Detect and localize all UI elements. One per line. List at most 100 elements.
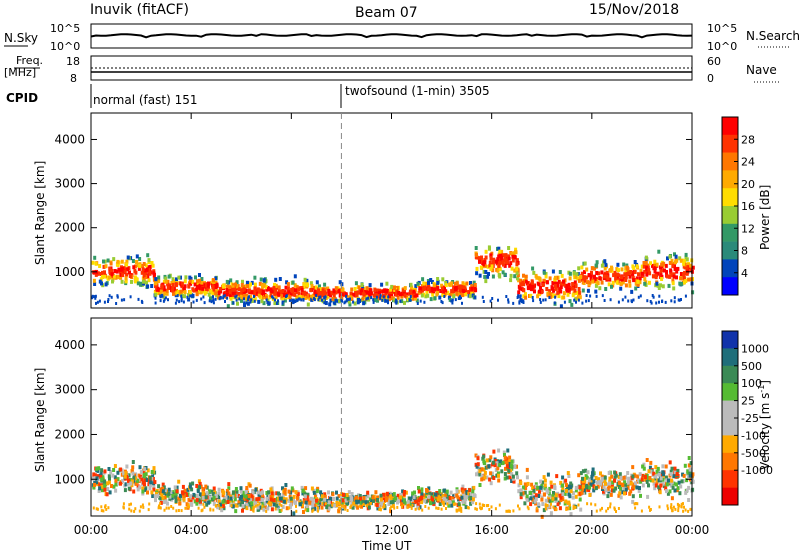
echo-cell xyxy=(642,264,646,269)
echo-cell xyxy=(228,293,232,297)
echo-cell xyxy=(164,493,168,498)
echo-cell xyxy=(131,460,135,464)
echo-cell xyxy=(560,273,564,278)
echo-cell xyxy=(510,251,514,256)
echo-cell xyxy=(417,486,420,490)
echo-cell xyxy=(360,283,364,287)
echo-cell xyxy=(266,301,269,305)
y-tick-label: 3000 xyxy=(54,177,85,191)
echo-cell xyxy=(418,286,422,291)
echo-cell xyxy=(510,266,514,271)
echo-cell xyxy=(264,295,268,300)
echo-cell xyxy=(458,288,462,293)
echo-cell xyxy=(150,470,154,474)
echo-cell xyxy=(662,484,666,489)
echo-cell xyxy=(632,266,636,270)
echo-cell xyxy=(522,299,525,303)
echo-cell xyxy=(480,477,484,482)
echo-cell xyxy=(245,295,249,300)
echo-cell xyxy=(586,470,590,475)
echo-cell xyxy=(337,289,341,294)
echo-cell xyxy=(574,488,578,493)
echo-cell xyxy=(577,503,580,507)
echo-cell xyxy=(509,469,513,474)
echo-cell xyxy=(519,481,523,485)
echo-cell xyxy=(637,272,640,277)
echo-cell xyxy=(120,259,124,264)
echo-cell xyxy=(95,507,98,511)
echo-cell xyxy=(600,263,604,268)
echo-cell xyxy=(281,493,285,498)
echo-cell xyxy=(347,490,351,495)
echo-cell xyxy=(114,478,118,483)
echo-cell xyxy=(280,294,284,299)
heatmap-layer xyxy=(91,245,695,519)
echo-cell xyxy=(147,258,151,263)
echo-cell xyxy=(615,510,617,513)
echo-cell xyxy=(508,455,512,460)
echo-cell xyxy=(555,281,559,286)
echo-cell xyxy=(487,464,491,469)
echo-cell xyxy=(162,500,166,504)
echo-cell xyxy=(301,295,305,300)
echo-cell xyxy=(574,505,577,509)
echo-cell xyxy=(359,496,362,501)
echo-cell xyxy=(605,270,609,275)
echo-cell xyxy=(585,294,588,297)
echo-cell xyxy=(589,277,593,282)
echo-cell xyxy=(510,479,514,483)
echo-cell xyxy=(195,279,199,284)
echo-cell xyxy=(419,299,422,303)
echo-cell xyxy=(319,490,323,495)
echo-cell xyxy=(507,256,511,261)
echo-cell xyxy=(201,495,205,500)
echo-cell xyxy=(604,488,608,493)
echo-cell xyxy=(460,507,463,510)
echo-cell xyxy=(272,285,276,290)
echo-cell xyxy=(382,492,385,497)
echo-cell xyxy=(282,496,286,501)
echo-cell xyxy=(113,475,117,480)
echo-cell xyxy=(663,268,666,273)
echo-cell xyxy=(294,288,297,293)
echo-cell xyxy=(603,299,606,302)
echo-cell xyxy=(285,506,289,511)
echo-cell xyxy=(500,255,504,260)
echo-cell xyxy=(324,295,327,299)
echo-cell xyxy=(253,282,257,287)
echo-cell xyxy=(433,287,437,292)
echo-cell xyxy=(480,474,484,479)
echo-cell xyxy=(548,486,552,491)
echo-cell xyxy=(325,505,329,509)
echo-cell xyxy=(113,269,117,273)
echo-cell xyxy=(187,293,190,298)
echo-cell xyxy=(252,506,255,510)
echo-cell xyxy=(142,262,146,266)
echo-cell xyxy=(355,495,358,500)
echo-cell xyxy=(221,499,225,504)
echo-cell xyxy=(452,289,456,294)
echo-cell xyxy=(429,278,433,282)
echo-cell xyxy=(348,497,352,502)
echo-cell xyxy=(157,287,161,292)
echo-cell xyxy=(556,502,560,507)
echo-cell xyxy=(385,497,388,502)
colorbar-tick-label: 500 xyxy=(741,360,762,373)
echo-cell xyxy=(364,496,368,501)
echo-cell xyxy=(631,474,635,479)
echo-cell xyxy=(610,266,614,271)
echo-cell xyxy=(450,496,454,501)
echo-cell xyxy=(145,280,148,285)
echo-cell xyxy=(489,455,493,460)
colorbar-swatch xyxy=(722,117,738,136)
echo-cell xyxy=(112,257,116,262)
echo-cell xyxy=(241,508,244,513)
echo-cell xyxy=(258,493,262,498)
echo-cell xyxy=(367,296,370,300)
echo-cell xyxy=(279,498,283,503)
echo-cell xyxy=(660,277,664,281)
echo-cell xyxy=(603,266,607,271)
echo-cell xyxy=(125,262,129,267)
echo-cell xyxy=(409,295,412,298)
velocity-colorbar-label-close: ] xyxy=(758,380,772,385)
